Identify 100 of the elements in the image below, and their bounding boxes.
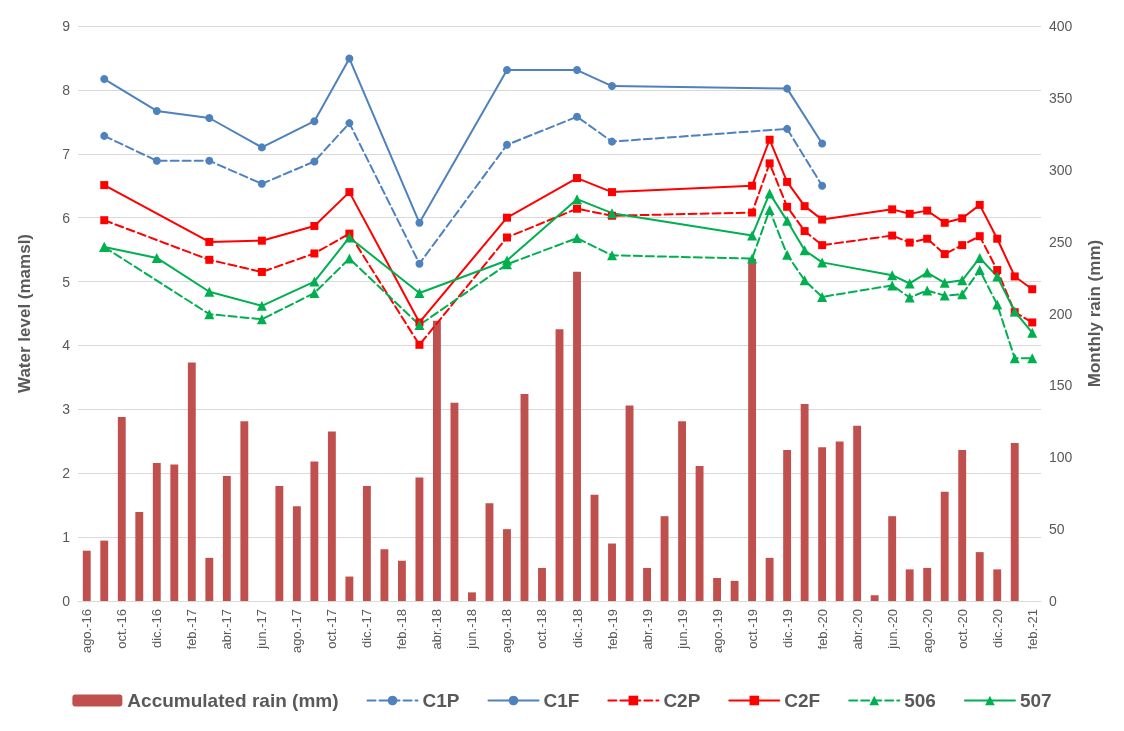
point <box>205 237 214 246</box>
point <box>818 241 827 250</box>
y2-tick-label: 0 <box>1049 593 1057 609</box>
bar <box>993 569 1002 601</box>
point <box>1009 353 1020 364</box>
x-tick-label: feb.-20 <box>814 609 830 650</box>
point <box>904 278 915 289</box>
bar <box>397 560 406 601</box>
point <box>502 233 511 242</box>
bar <box>643 567 651 601</box>
point <box>345 54 354 63</box>
legend-label: C2F <box>784 690 821 711</box>
bar <box>713 578 722 601</box>
point <box>414 288 425 299</box>
point <box>204 286 215 297</box>
bar <box>905 569 914 601</box>
point <box>993 234 1002 243</box>
x-tick-label: ago.-19 <box>709 609 725 654</box>
x-tick-label: abr.-18 <box>429 609 445 650</box>
legend-label: C2P <box>663 690 701 711</box>
point <box>100 181 109 190</box>
point <box>309 276 320 287</box>
x-tick-label: jun.-19 <box>674 609 690 650</box>
point <box>415 218 424 227</box>
bar <box>327 431 336 601</box>
point <box>818 139 827 148</box>
point <box>799 275 810 286</box>
point <box>782 215 793 226</box>
bar <box>695 465 704 601</box>
point <box>782 249 793 260</box>
y2-tick-label: 100 <box>1049 449 1073 466</box>
point <box>1028 318 1037 327</box>
point <box>975 232 984 241</box>
point <box>99 242 110 253</box>
bar <box>345 576 354 601</box>
point <box>1027 353 1038 364</box>
bar <box>117 417 126 601</box>
point <box>765 135 774 144</box>
y2-tick-label: 400 <box>1049 18 1073 34</box>
bar <box>100 540 109 601</box>
y-tick-label: 8 <box>62 81 71 98</box>
bar <box>362 486 371 601</box>
x-tick-label: oct.-19 <box>744 609 760 649</box>
point <box>974 265 985 276</box>
point <box>415 340 424 349</box>
point <box>888 231 897 240</box>
point <box>152 156 161 165</box>
bar <box>538 567 546 601</box>
point <box>205 255 214 264</box>
point <box>415 259 424 268</box>
bar <box>82 550 91 601</box>
point <box>783 84 792 93</box>
point <box>573 66 582 75</box>
x-tick-label: ago.-16 <box>79 609 95 654</box>
point <box>100 131 109 140</box>
legend-label: Accumulated rain (mm) <box>127 690 339 711</box>
x-tick-label: jun.-18 <box>464 609 480 650</box>
point <box>974 252 985 263</box>
y2-tick-label: 150 <box>1049 377 1073 394</box>
point <box>344 253 355 264</box>
point <box>310 221 319 230</box>
x-tick-label: oct.-18 <box>534 609 550 649</box>
bar <box>240 421 249 601</box>
point <box>309 288 320 299</box>
point <box>256 300 267 311</box>
point <box>800 202 809 211</box>
point <box>783 124 792 133</box>
y2-tick-label: 50 <box>1049 521 1065 538</box>
point <box>887 280 898 291</box>
point <box>783 177 792 186</box>
point <box>205 156 214 165</box>
point <box>1027 327 1038 338</box>
bar <box>433 320 441 601</box>
bar <box>415 477 424 601</box>
bar <box>187 362 196 601</box>
y-tick-label: 5 <box>62 273 71 290</box>
bar <box>222 475 231 601</box>
y-tick-label: 3 <box>62 401 71 418</box>
bar <box>170 464 179 601</box>
point <box>256 314 267 325</box>
bar <box>608 543 616 601</box>
point <box>888 205 897 214</box>
point <box>608 82 617 91</box>
point <box>940 218 949 227</box>
point <box>939 290 950 301</box>
bar <box>573 271 581 601</box>
point <box>765 159 774 168</box>
y2-tick-label: 350 <box>1049 89 1073 106</box>
bar <box>678 421 686 601</box>
bar <box>818 447 827 601</box>
bar <box>923 567 932 601</box>
x-tick-label: jun.-20 <box>884 609 900 650</box>
point <box>922 267 933 278</box>
point <box>608 137 617 146</box>
point <box>573 204 582 213</box>
point <box>748 181 757 190</box>
bar <box>853 425 862 601</box>
point <box>958 241 967 250</box>
point <box>940 250 949 259</box>
bar <box>1010 442 1019 601</box>
